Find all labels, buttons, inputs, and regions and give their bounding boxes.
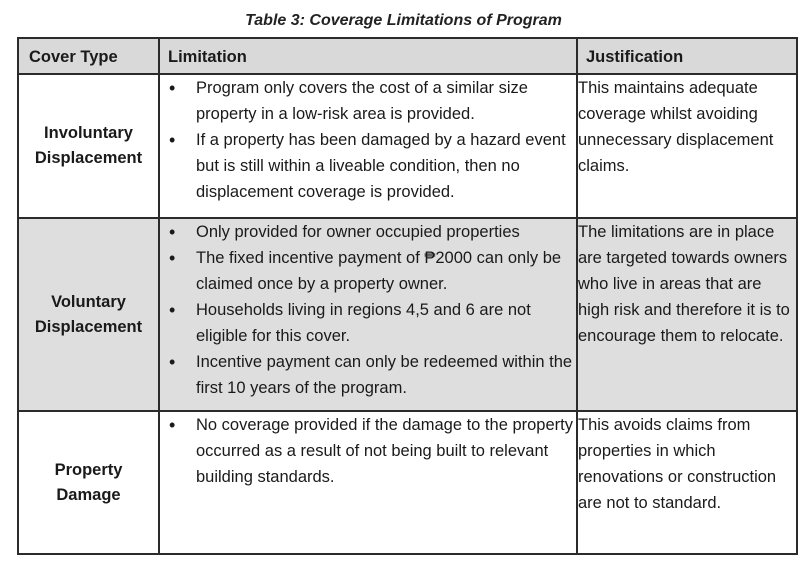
limitation-item: No coverage provided if the damage to th… [160,412,576,490]
limitation-item: Households living in regions 4,5 and 6 a… [160,297,576,349]
limitation-list: Only provided for owner occupied propert… [160,219,576,401]
limitation-item: Incentive payment can only be redeemed w… [160,349,576,401]
cover-type-line2: Displacement [34,317,143,336]
coverage-limitations-table: Cover Type Limitation Justification Invo… [17,37,798,555]
limitation-item: Only provided for owner occupied propert… [160,219,576,245]
justification-cell: This maintains adequate coverage whilst … [576,73,798,219]
cover-type-line2: Damage [56,485,121,504]
table-header-row: Cover Type Limitation Justification [17,37,798,75]
header-justification: Justification [576,37,798,75]
justification-cell: The limitations are in place are targete… [576,217,798,412]
header-limitation: Limitation [158,37,578,75]
limitation-cell: Only provided for owner occupied propert… [158,217,578,412]
table-caption: Table 3: Coverage Limitations of Program [245,12,562,29]
limitation-item: If a property has been damaged by a haza… [160,127,576,205]
table-row-involuntary-displacement: Involuntary Displacement Program only co… [17,73,798,219]
cover-type-cell: Voluntary Displacement [17,217,160,412]
header-cover-type: Cover Type [17,37,160,75]
justification-cell: This avoids claims from properties in wh… [576,410,798,555]
limitation-cell: Program only covers the cost of a simila… [158,73,578,219]
limitation-list: Program only covers the cost of a simila… [160,75,576,205]
cover-type-line2: Displacement [34,149,143,167]
limitation-cell: No coverage provided if the damage to th… [158,410,578,555]
cover-type-line1: Involuntary [44,124,133,142]
limitation-item: Program only covers the cost of a simila… [160,75,576,127]
cover-type-cell: Involuntary Displacement [17,73,160,219]
table-row-property-damage: Property Damage No coverage provided if … [17,410,798,555]
limitation-list: No coverage provided if the damage to th… [160,412,576,490]
limitation-item: The fixed incentive payment of ₱2000 can… [160,245,576,297]
cover-type-cell: Property Damage [17,410,160,555]
table-row-voluntary-displacement: Voluntary Displacement Only provided for… [17,217,798,412]
cover-type-line1: Voluntary [51,292,126,311]
cover-type-line1: Property [54,460,123,479]
